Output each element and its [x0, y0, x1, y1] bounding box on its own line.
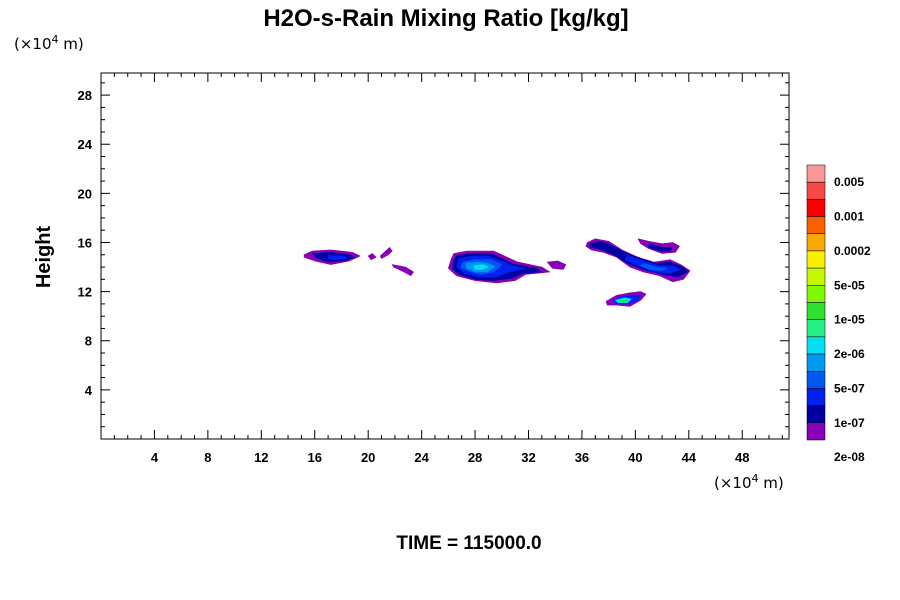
- contour-region: [637, 238, 680, 254]
- contour-fill-layer: [303, 238, 691, 307]
- colorbar-label: 1e-07: [834, 416, 865, 430]
- colorbar-swatch: [806, 216, 826, 234]
- colorbar-label: 0.001: [834, 210, 864, 224]
- contour-region: [391, 264, 414, 277]
- contour-region: [327, 255, 348, 261]
- x-tick-label: 8: [204, 450, 211, 465]
- x-axis-unit: (×104 m): [714, 472, 784, 492]
- x-tick-label: 48: [735, 450, 749, 465]
- colorbar-swatch: [806, 319, 826, 338]
- x-tick-label: 20: [361, 450, 375, 465]
- contour-region: [618, 298, 628, 302]
- colorbar-label: 5e-05: [834, 278, 865, 292]
- x-tick-label: 32: [521, 450, 535, 465]
- x-tick-label: 16: [308, 450, 322, 465]
- x-tick-label: 4: [151, 450, 159, 465]
- colorbar-swatch: [806, 422, 826, 441]
- colorbar-swatch: [806, 302, 826, 320]
- colorbar-label: 5e-07: [834, 381, 865, 395]
- x-tick-label: 24: [414, 450, 429, 465]
- colorbar-label: 0.005: [834, 175, 864, 189]
- colorbar-swatch: [806, 353, 826, 372]
- x-tick-label: 12: [254, 450, 268, 465]
- contour-region: [473, 264, 489, 270]
- contour-region: [648, 243, 674, 252]
- chart-title: H2O-s-Rain Mixing Ratio [kg/kg]: [263, 5, 628, 32]
- y-tick-label: 4: [85, 383, 93, 398]
- colorbar-swatch: [806, 164, 826, 183]
- colorbar-label: 2e-06: [834, 347, 865, 361]
- contour-region: [379, 247, 393, 259]
- y-tick-label: 16: [78, 235, 92, 250]
- contour-region: [546, 260, 567, 270]
- x-tick-label: 36: [575, 450, 589, 465]
- contour-region: [367, 253, 377, 261]
- colorbar: 0.005 0.001 0.0002 5e-05 1e-05 2e-06 5e-07 1e-0…: [806, 164, 871, 464]
- colorbar-label: 2e-08: [834, 450, 865, 464]
- y-tick-label: 8: [85, 334, 92, 349]
- y-tick-label: 20: [78, 186, 92, 201]
- colorbar-swatch: [806, 285, 826, 303]
- colorbar-swatch: [806, 250, 826, 269]
- time-label: TIME = 115000.0: [396, 533, 541, 554]
- colorbar-swatch: [806, 267, 826, 286]
- x-tick-label: 28: [468, 450, 482, 465]
- colorbar-swatch: [806, 388, 826, 406]
- colorbar-label: 0.0002: [834, 244, 871, 258]
- colorbar-swatch: [806, 336, 826, 355]
- colorbar-swatch: [806, 199, 826, 217]
- x-tick-label: 44: [682, 450, 697, 465]
- y-tick-label: 28: [78, 88, 92, 103]
- contour-region: [640, 263, 668, 272]
- y-tick-label: 24: [78, 137, 93, 152]
- y-tick-label: 12: [78, 285, 92, 300]
- colorbar-swatch: [806, 181, 826, 200]
- colorbar-label: 1e-05: [834, 313, 865, 327]
- y-axis-unit: (×104 m): [14, 33, 84, 53]
- y-axis-label: Height: [33, 226, 55, 289]
- colorbar-swatch: [806, 233, 826, 252]
- x-tick-label: 40: [628, 450, 642, 465]
- colorbar-swatch: [806, 405, 826, 424]
- colorbar-swatch: [806, 371, 826, 389]
- plot-frame: [100, 72, 790, 440]
